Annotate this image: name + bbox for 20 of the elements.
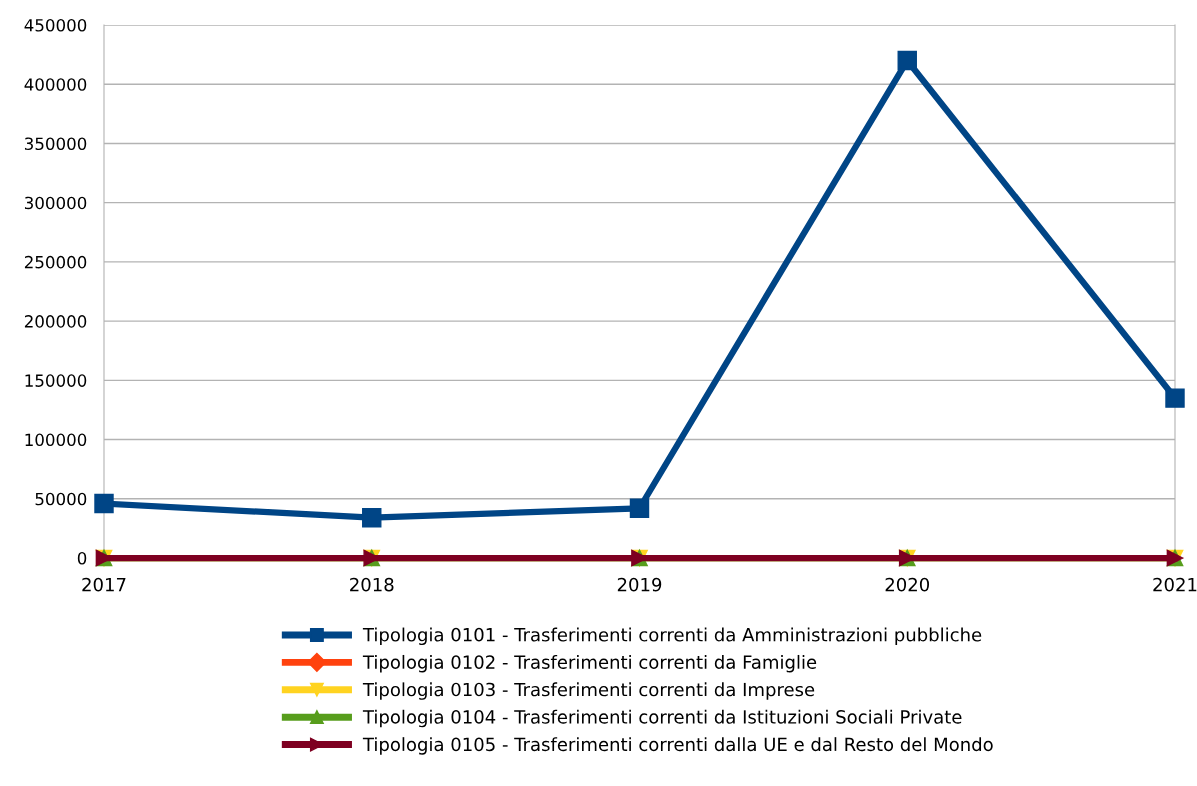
y-tick-label: 350000 xyxy=(24,137,87,151)
legend-label: Tipologia 0101 - Trasferimenti correnti da Amministrazioni pubbliche xyxy=(362,627,982,646)
x-tick-label: 2018 xyxy=(350,577,394,592)
y-tick-label: 0 xyxy=(77,551,87,565)
y-tick-label: 200000 xyxy=(24,315,87,328)
y-tick-label: 100000 xyxy=(25,433,87,447)
y-tick-label: 250000 xyxy=(24,255,87,269)
y-tick-label: 50000 xyxy=(35,492,87,506)
y-tick-label: 150000 xyxy=(25,374,87,387)
y-tick-label: 300000 xyxy=(24,196,87,210)
legend-label: Tipologia 0105 - Trasferimenti correnti dalla UE e dal Resto del Mondo xyxy=(362,737,993,755)
y-tick-label: 400000 xyxy=(24,78,87,91)
y-tick-label: 450000 xyxy=(24,18,87,32)
legend-label: Tipologia 0103 - Trasferimenti correnti da Imprese xyxy=(362,682,815,700)
x-tick-label: 2020 xyxy=(885,577,930,592)
legend-label: Tipologia 0104 - Trasferimenti correnti da Istituzioni Sociali Private xyxy=(362,709,962,728)
x-tick-label: 2017 xyxy=(82,577,126,592)
legend-label: Tipologia 0102 - Trasferimenti correnti da Famiglie xyxy=(362,654,817,673)
x-tick-label: 2021 xyxy=(1153,577,1197,592)
x-tick-label: 2019 xyxy=(617,577,662,592)
